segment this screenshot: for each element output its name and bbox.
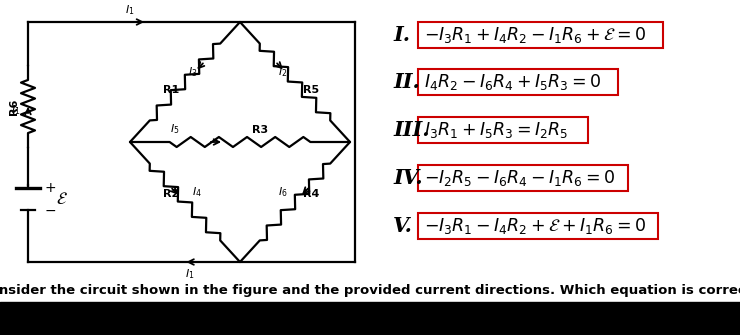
Text: IV.: IV. [393,168,423,188]
Text: $\mathcal{E}$: $\mathcal{E}$ [56,190,68,208]
Text: III.: III. [393,120,429,140]
Bar [418,213,658,239]
Bar [418,117,588,143]
Text: $I_5$: $I_5$ [170,122,180,136]
Text: R2: R2 [163,189,179,199]
Text: $I_3R_1 + I_5R_3 = I_2R_5$: $I_3R_1 + I_5R_3 = I_2R_5$ [424,120,568,140]
Text: R4: R4 [303,189,319,199]
Text: II.: II. [393,72,420,92]
Text: $I_1$: $I_1$ [11,103,21,117]
Text: $I_1$: $I_1$ [125,3,135,17]
Text: $I_4$: $I_4$ [192,185,202,199]
Text: $I_6$: $I_6$ [278,185,288,199]
Bar [418,165,628,191]
Text: V.: V. [393,216,413,236]
Text: +: + [44,181,56,195]
Text: $-$: $-$ [44,203,56,217]
Text: $I_2$: $I_2$ [278,65,288,79]
Text: $-I_3R_1 + I_4R_2 - I_1R_6 + \mathcal{E} = 0$: $-I_3R_1 + I_4R_2 - I_1R_6 + \mathcal{E}… [424,25,646,45]
Text: R5: R5 [303,85,319,95]
Text: R6: R6 [9,99,19,115]
Text: $-I_3R_1 - I_4R_2 + \mathcal{E} + I_1R_6 = 0$: $-I_3R_1 - I_4R_2 + \mathcal{E} + I_1R_6… [424,216,646,236]
Text: Consider the circuit shown in the figure and the provided current directions. Wh: Consider the circuit shown in the figure… [0,284,740,297]
Text: $I_1$: $I_1$ [185,267,195,281]
Bar [418,22,663,48]
Text: $I_4R_2 - I_6R_4 + I_5R_3 = 0$: $I_4R_2 - I_6R_4 + I_5R_3 = 0$ [424,72,601,92]
Text: $-I_2R_5 - I_6R_4 - I_1R_6 = 0$: $-I_2R_5 - I_6R_4 - I_1R_6 = 0$ [424,168,616,188]
Text: $I_3$: $I_3$ [188,65,198,79]
Text: R1: R1 [163,85,179,95]
Text: R3: R3 [252,125,268,135]
Text: I.: I. [393,25,410,45]
Bar [418,69,618,95]
